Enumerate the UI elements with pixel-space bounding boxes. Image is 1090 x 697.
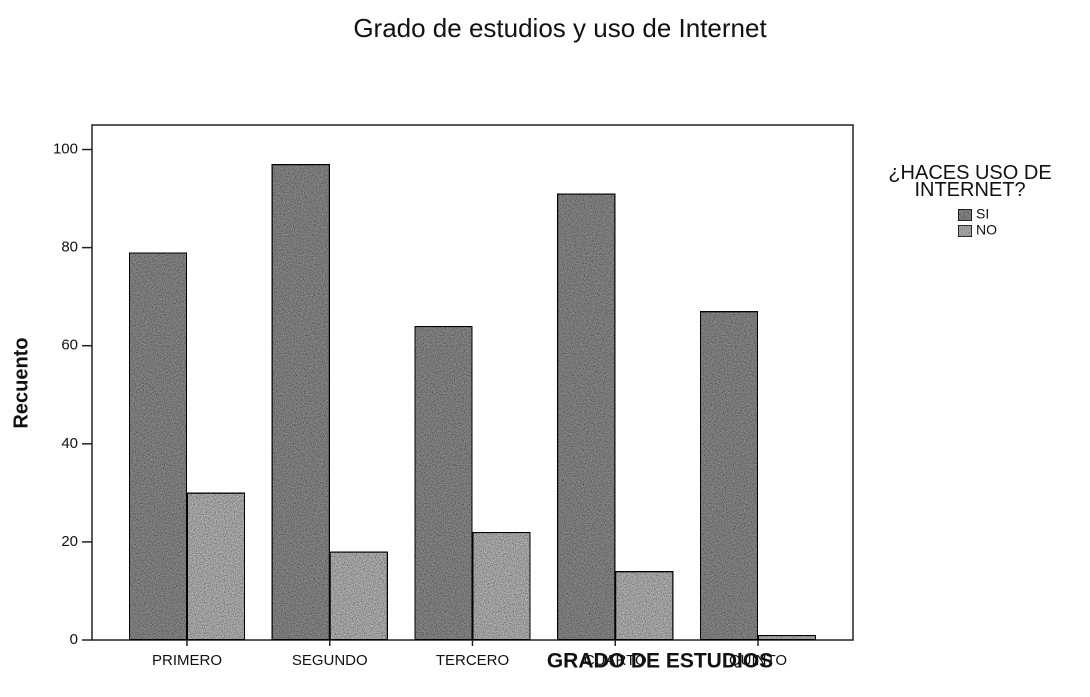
legend-swatch: [957, 208, 973, 222]
y-tick-label: 60: [61, 337, 78, 354]
bar: [757, 634, 817, 641]
bar: [128, 251, 188, 641]
legend-label: NO: [976, 222, 997, 238]
bar: [471, 531, 532, 641]
y-tick-label: 100: [53, 140, 78, 157]
legend-title: ¿HACES USO DE INTERNET?: [888, 162, 1052, 201]
legend-swatch: [957, 224, 973, 238]
x-tick-label: CUARTO: [584, 652, 647, 669]
bar: [413, 325, 474, 641]
bar: [556, 192, 617, 642]
bar: [328, 550, 389, 642]
bar: [614, 570, 675, 641]
chart-title: Grado de estudios y uso de Internet: [353, 13, 767, 43]
bar: [186, 491, 246, 641]
y-tick-label: 40: [61, 435, 78, 452]
legend-label: SI: [976, 206, 989, 222]
x-tick-label: SEGUNDO: [292, 652, 368, 669]
y-tick-label: 20: [61, 533, 78, 550]
x-axis-label: GRADO DE ESTUDIOS: [547, 650, 773, 673]
x-tick-label: TERCERO: [436, 652, 509, 669]
y-axis-label: Recuento: [10, 337, 32, 428]
y-tick-label: 80: [61, 239, 78, 256]
x-tick-label: QUINTO: [729, 652, 787, 669]
bar: [270, 163, 331, 641]
y-tick-label: 0: [70, 631, 78, 648]
x-tick-label: PRIMERO: [152, 652, 222, 669]
bar: [699, 310, 759, 641]
